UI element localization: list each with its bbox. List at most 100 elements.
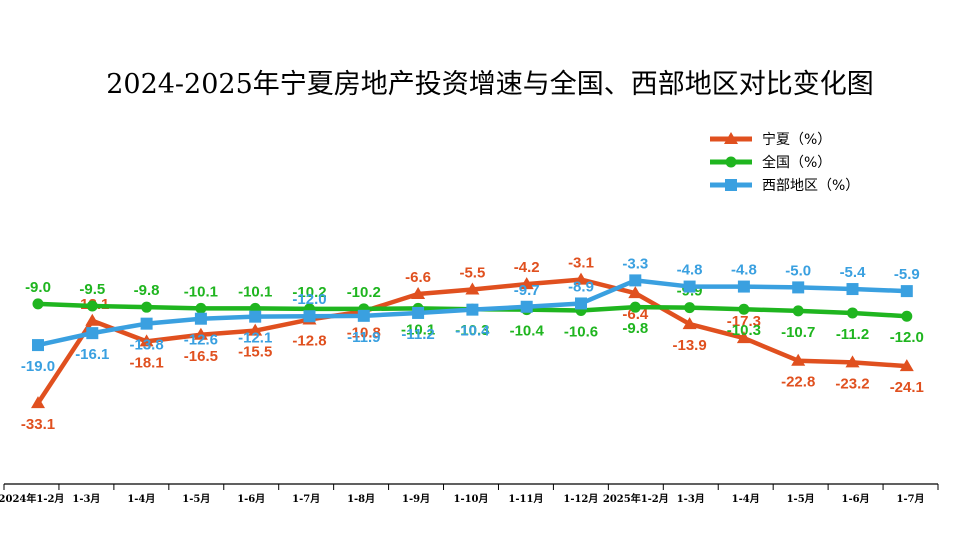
x-tick-label: 1-7月	[896, 493, 924, 505]
data-label: -6.4	[622, 306, 649, 323]
data-point	[737, 280, 750, 293]
data-point	[140, 317, 153, 330]
data-label: -16.5	[184, 348, 218, 365]
data-point	[139, 334, 154, 347]
data-label: -10.1	[238, 283, 272, 300]
data-label: -10.8	[347, 324, 381, 341]
data-point	[32, 339, 44, 352]
data-label: -11.9	[347, 329, 380, 346]
data-label: -4.8	[731, 262, 757, 279]
x-tick-label: 2024年1-2月	[0, 492, 64, 505]
data-point	[682, 317, 697, 330]
data-label: -10.1	[401, 321, 435, 338]
data-point	[357, 309, 370, 322]
data-point	[85, 313, 100, 326]
data-point	[520, 300, 533, 313]
data-label: -5.9	[894, 266, 920, 283]
data-label: -6.6	[405, 269, 431, 286]
data-label: -22.8	[781, 374, 815, 391]
data-label: -11.2	[401, 326, 434, 343]
data-label: -10.7	[781, 324, 815, 341]
data-point	[684, 302, 696, 314]
legend-marker	[725, 179, 737, 191]
data-point	[791, 353, 806, 366]
legend-marker	[724, 132, 738, 144]
data-label: -3.3	[622, 255, 648, 272]
data-label: -17.3	[727, 313, 761, 330]
data-label: -5.0	[785, 262, 811, 279]
data-label: -5.4	[840, 264, 867, 281]
data-point	[901, 310, 913, 322]
data-point	[683, 280, 696, 293]
data-point	[141, 301, 153, 313]
data-point	[195, 302, 207, 314]
data-label: -10.3	[727, 322, 761, 339]
data-point	[411, 286, 426, 299]
data-label: -23.2	[835, 375, 869, 392]
chart-title: 2024-2025年宁夏房地产投资增速与全国、西部地区对比变化图	[106, 69, 874, 100]
x-tick-label: 1-5月	[182, 493, 210, 505]
x-tick-label: 1-9月	[402, 493, 430, 505]
data-point	[846, 283, 859, 296]
legend-marker	[725, 156, 737, 168]
data-point	[32, 298, 44, 310]
data-point	[575, 297, 587, 310]
legend-label: 全国（%）	[762, 154, 831, 171]
data-label: -10.4	[455, 323, 490, 340]
data-point	[303, 310, 316, 323]
data-point	[736, 331, 751, 344]
data-point	[845, 355, 860, 368]
data-label: -33.1	[21, 416, 55, 433]
x-tick-label: 1-7月	[292, 493, 320, 505]
x-tick-label: 1-12月	[563, 493, 598, 505]
data-point	[792, 281, 805, 294]
data-label: -10.6	[564, 323, 598, 340]
data-point	[574, 272, 588, 285]
legend: 宁夏（%） 全国（%） 西部地区（%）	[710, 131, 859, 194]
data-point	[193, 327, 208, 340]
x-tick-label: 1-11月	[508, 493, 543, 505]
data-label: -16.1	[75, 346, 109, 363]
series-line	[36, 277, 907, 405]
data-label: -4.8	[677, 262, 703, 279]
data-label: -11.2	[836, 326, 869, 343]
data-label: -10.2	[347, 284, 381, 301]
data-point	[465, 282, 480, 295]
data-point	[412, 306, 425, 319]
data-label: -12.1	[238, 330, 272, 347]
data-point	[86, 300, 98, 312]
data-point	[628, 286, 643, 299]
data-label: -9.8	[134, 282, 160, 299]
data-label: -10.4	[510, 323, 545, 340]
data-point	[847, 307, 858, 319]
legend-label: 宁夏（%）	[762, 131, 831, 148]
data-label: -12.6	[184, 332, 218, 349]
data-label: -9.5	[79, 281, 105, 298]
x-tick-label: 1-4月	[732, 493, 760, 505]
data-label: -4.2	[514, 259, 540, 276]
data-label: -9.8	[622, 320, 648, 337]
x-tick-label: 1-10月	[453, 493, 488, 505]
data-point	[792, 305, 804, 317]
data-label: -15.5	[238, 344, 272, 361]
data-label: -12.8	[292, 333, 326, 350]
data-label: -9.0	[25, 279, 51, 296]
legend-item: 西部地区（%）	[710, 178, 859, 194]
data-point	[900, 285, 913, 298]
data-label: -19.0	[21, 358, 55, 375]
series-0: -33.1-13.1-18.1-16.5-15.5-12.8-10.8-6.6-…	[21, 255, 924, 434]
x-tick-label: 1-8月	[347, 493, 375, 505]
legend-item: 全国（%）	[710, 154, 831, 171]
data-label: -9.7	[514, 282, 540, 299]
data-label: -12.0	[890, 329, 924, 346]
data-point	[519, 277, 534, 290]
legend-item: 宁夏（%）	[710, 131, 831, 148]
data-point	[629, 274, 642, 287]
data-label: -13.8	[129, 337, 163, 354]
data-point	[248, 323, 263, 336]
data-point	[249, 310, 262, 323]
data-point	[466, 303, 479, 316]
data-point	[899, 359, 914, 372]
series-2: -19.0 -16.1 -13.8 -12.6 -12.1 -12.0 -11.9 -11.2…	[21, 255, 920, 375]
